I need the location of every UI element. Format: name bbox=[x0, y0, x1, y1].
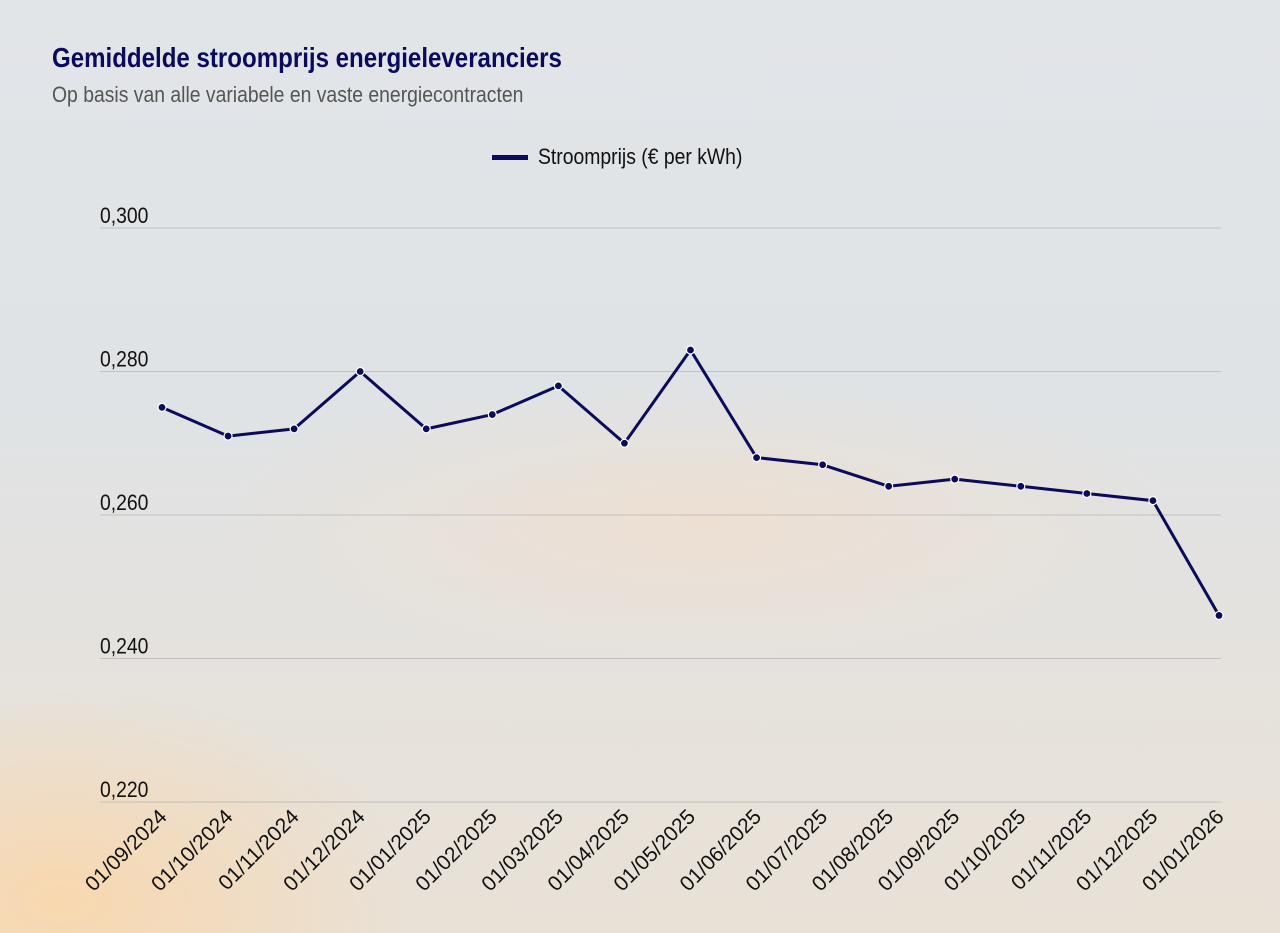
legend-label: Stroomprijs (€ per kWh) bbox=[538, 144, 743, 169]
data-point bbox=[553, 381, 563, 391]
y-tick-label: 0,300 bbox=[100, 204, 148, 228]
y-tick-label: 0,220 bbox=[100, 778, 148, 802]
data-point bbox=[950, 474, 960, 484]
data-point bbox=[157, 402, 167, 412]
chart-subtitle: Op basis van alle variabele en vaste ene… bbox=[52, 82, 524, 107]
data-point bbox=[355, 366, 365, 377]
y-tick-label: 0,280 bbox=[100, 347, 148, 371]
y-tick-label: 0,240 bbox=[100, 634, 148, 658]
legend: Stroomprijs (€ per kWh) bbox=[492, 144, 770, 170]
data-point bbox=[685, 345, 696, 355]
data-point bbox=[751, 453, 762, 463]
data-point bbox=[487, 409, 497, 420]
data-point bbox=[884, 481, 894, 491]
data-point bbox=[1016, 481, 1026, 491]
chart-title: Gemiddelde stroomprijs energieleverancie… bbox=[52, 42, 562, 73]
series-line bbox=[161, 348, 1221, 617]
data-point bbox=[223, 431, 233, 441]
y-tick-label: 0,260 bbox=[100, 491, 148, 515]
data-point bbox=[289, 424, 299, 434]
data-point bbox=[1214, 610, 1224, 621]
data-point bbox=[1148, 496, 1158, 506]
data-point bbox=[818, 460, 828, 470]
data-point bbox=[619, 438, 630, 448]
data-point bbox=[421, 424, 431, 434]
data-point bbox=[1082, 488, 1092, 499]
legend-swatch bbox=[492, 154, 528, 160]
